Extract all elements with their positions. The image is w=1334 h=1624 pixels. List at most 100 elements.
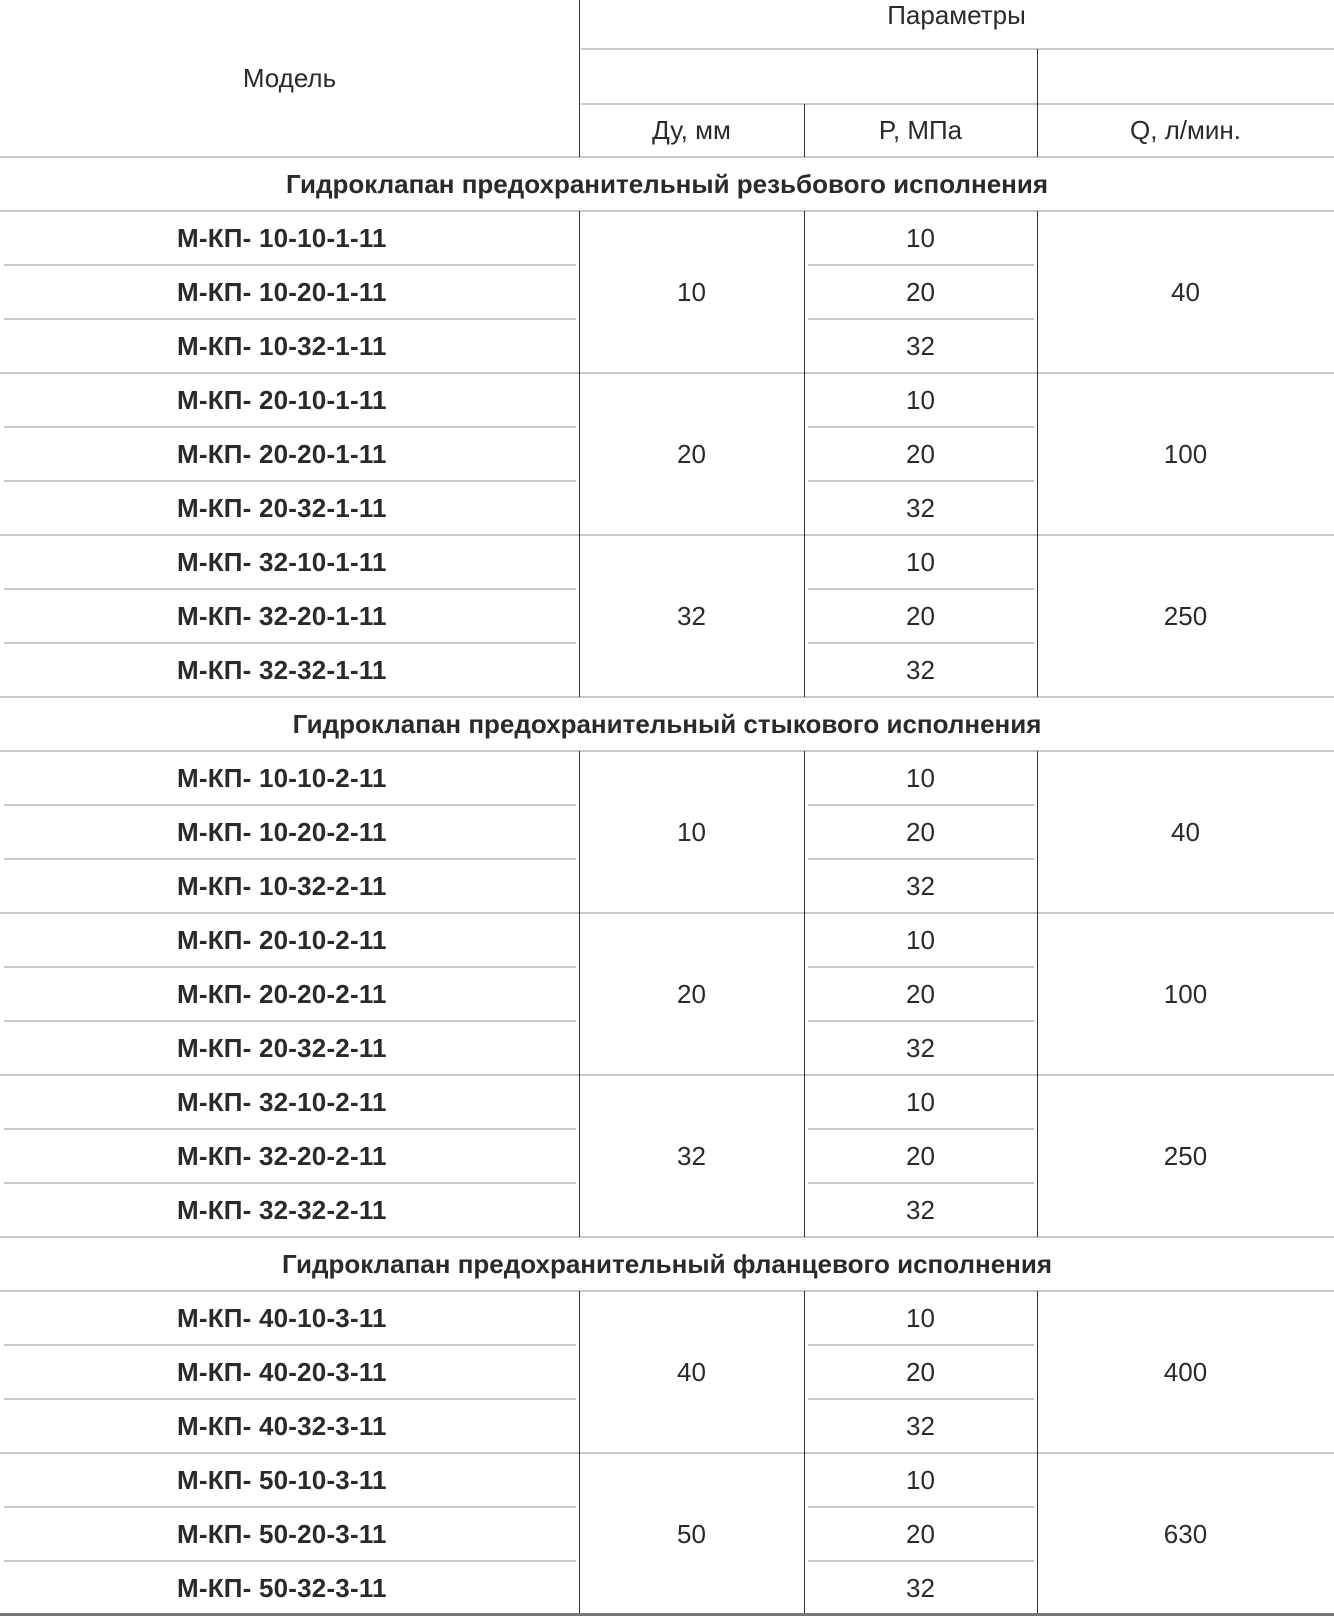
pressure-cell: 10 <box>906 384 935 415</box>
pressure-cell: 20 <box>906 816 935 847</box>
divider <box>808 1398 1034 1400</box>
divider <box>4 480 576 482</box>
group-title: Гидроклапан предохранительный резьбового… <box>285 168 1049 199</box>
pressure-cell: 20 <box>906 978 935 1009</box>
pressure-cell: 20 <box>906 1518 935 1549</box>
header-model: Модель <box>242 63 337 93</box>
divider <box>1037 211 1038 697</box>
model-cell: М-КП- 32-32-2-11 <box>177 1194 387 1225</box>
pressure-cell: 32 <box>906 330 935 361</box>
model-cell: М-КП- 32-20-2-11 <box>177 1140 387 1171</box>
table-bottom-border <box>0 1613 1334 1616</box>
model-cell: М-КП- 32-10-2-11 <box>177 1086 387 1117</box>
divider <box>4 642 576 644</box>
divider <box>808 318 1034 320</box>
pressure-cell: 20 <box>906 438 935 469</box>
model-cell: М-КП- 10-32-1-11 <box>177 330 387 361</box>
header-du: Ду, мм <box>652 115 731 145</box>
model-cell: М-КП- 10-20-2-11 <box>177 816 387 847</box>
divider <box>808 1506 1034 1508</box>
pressure-cell: 10 <box>906 1086 935 1117</box>
pressure-cell: 32 <box>906 1194 935 1225</box>
group-title: Гидроклапан предохранительный фланцевого… <box>281 1248 1053 1279</box>
pressure-cell: 10 <box>906 222 935 253</box>
pressure-cell: 32 <box>906 870 935 901</box>
divider <box>804 1291 805 1615</box>
divider <box>808 1020 1034 1022</box>
divider <box>804 211 805 697</box>
du-cell: 20 <box>677 978 706 1009</box>
pressure-cell: 10 <box>906 1464 935 1495</box>
model-cell: М-КП- 50-10-3-11 <box>177 1464 387 1495</box>
divider <box>808 1182 1034 1184</box>
flow-cell: 100 <box>1163 978 1208 1009</box>
divider <box>0 1290 1334 1292</box>
divider <box>0 210 1334 212</box>
model-cell: М-КП- 20-10-2-11 <box>177 924 387 955</box>
du-cell: 32 <box>677 1140 706 1171</box>
divider <box>804 751 805 1237</box>
model-cell: М-КП- 40-20-3-11 <box>177 1356 387 1387</box>
model-cell: М-КП- 10-20-1-11 <box>177 276 387 307</box>
flow-cell: 40 <box>1171 276 1200 307</box>
divider <box>808 1344 1034 1346</box>
flow-cell: 250 <box>1163 1140 1208 1171</box>
du-cell: 20 <box>677 438 706 469</box>
divider <box>581 48 1334 50</box>
model-cell: М-КП- 20-32-2-11 <box>177 1032 387 1063</box>
pressure-cell: 20 <box>906 1140 935 1171</box>
divider <box>808 1128 1034 1130</box>
pressure-cell: 32 <box>906 492 935 523</box>
divider <box>0 1074 1334 1076</box>
divider <box>4 1344 576 1346</box>
divider <box>0 696 1334 698</box>
du-cell: 10 <box>677 276 706 307</box>
header-params: Параметры <box>887 0 1026 30</box>
model-cell: М-КП- 50-32-3-11 <box>177 1572 387 1603</box>
divider <box>0 750 1334 752</box>
divider <box>0 156 1334 158</box>
model-cell: М-КП- 32-20-1-11 <box>177 600 387 631</box>
model-cell: М-КП- 40-32-3-11 <box>177 1410 387 1441</box>
du-cell: 40 <box>677 1356 706 1387</box>
divider <box>4 966 576 968</box>
divider <box>0 372 1334 374</box>
model-cell: М-КП- 20-10-1-11 <box>177 384 387 415</box>
group-title: Гидроклапан предохранительный стыкового … <box>292 708 1042 739</box>
du-cell: 32 <box>677 600 706 631</box>
divider <box>808 1560 1034 1562</box>
divider <box>1037 751 1038 1237</box>
divider <box>4 858 576 860</box>
divider <box>4 1128 576 1130</box>
divider <box>4 588 576 590</box>
model-cell: М-КП- 50-20-3-11 <box>177 1518 387 1549</box>
divider <box>4 1506 576 1508</box>
divider <box>804 104 805 157</box>
model-cell: М-КП- 32-10-1-11 <box>177 546 387 577</box>
pressure-cell: 20 <box>906 600 935 631</box>
pressure-cell: 20 <box>906 276 935 307</box>
divider <box>4 804 576 806</box>
du-cell: 50 <box>677 1518 706 1549</box>
divider <box>0 912 1334 914</box>
divider <box>808 966 1034 968</box>
divider <box>4 1398 576 1400</box>
pressure-cell: 32 <box>906 1410 935 1441</box>
divider <box>808 804 1034 806</box>
pressure-cell: 10 <box>906 546 935 577</box>
divider <box>808 858 1034 860</box>
flow-cell: 40 <box>1171 816 1200 847</box>
flow-cell: 630 <box>1163 1518 1208 1549</box>
divider <box>808 264 1034 266</box>
model-cell: М-КП- 20-20-1-11 <box>177 438 387 469</box>
divider <box>0 1452 1334 1454</box>
divider <box>579 211 580 697</box>
du-cell: 10 <box>677 816 706 847</box>
model-cell: М-КП- 10-32-2-11 <box>177 870 387 901</box>
model-cell: М-КП- 20-32-1-11 <box>177 492 387 523</box>
model-cell: М-КП- 40-10-3-11 <box>177 1302 387 1333</box>
divider <box>579 1291 580 1615</box>
pressure-cell: 10 <box>906 762 935 793</box>
divider <box>808 588 1034 590</box>
pressure-cell: 32 <box>906 1572 935 1603</box>
